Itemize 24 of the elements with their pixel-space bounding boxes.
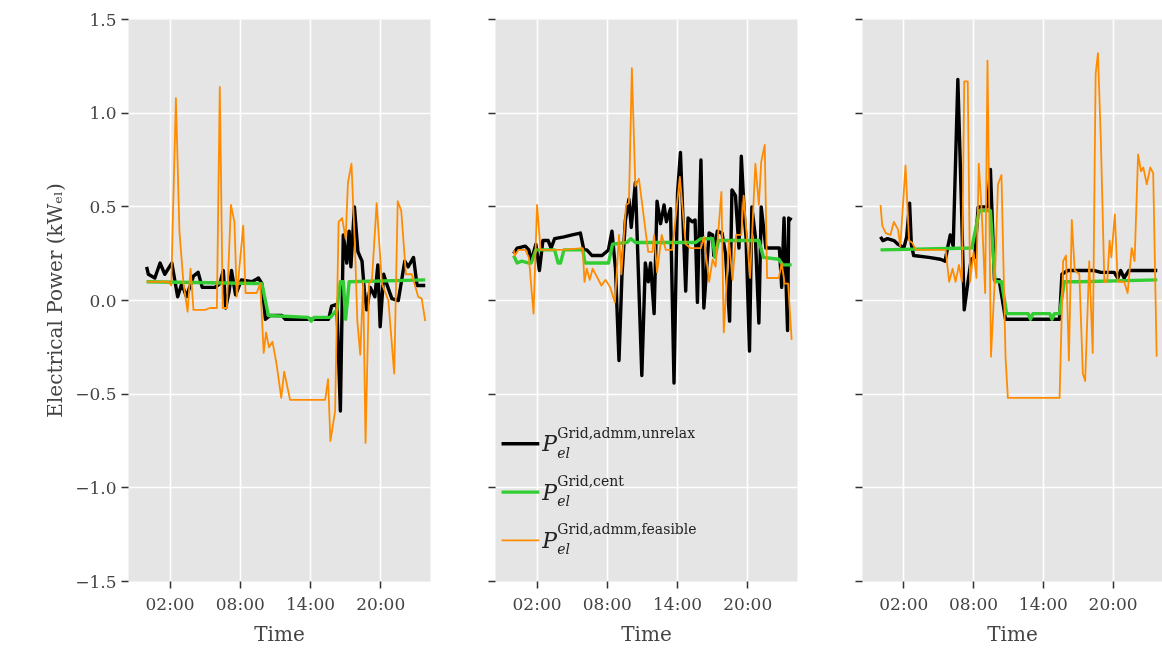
y-tick-label: 0.0	[89, 290, 117, 311]
x-tick-label: 08:00	[215, 593, 265, 614]
x-tick-label: 20:00	[356, 593, 406, 614]
y-tick-label: −1.0	[75, 477, 117, 498]
y-tick-label: −0.5	[75, 384, 117, 405]
y-tick-label: 1.0	[89, 103, 117, 124]
y-tick-label: 1.5	[89, 9, 117, 30]
y-axis-title: Electrical Power (kWₑₗ)	[43, 183, 68, 418]
x-tick-label: 02:00	[145, 593, 195, 614]
x-tick-label: 14:00	[1018, 593, 1068, 614]
y-tick-label: −1.5	[75, 571, 117, 592]
x-tick-label: 20:00	[723, 593, 773, 614]
y-tick-label: 0.5	[89, 196, 117, 217]
x-axis-title: Time	[987, 621, 1038, 646]
x-tick-label: 08:00	[582, 593, 632, 614]
x-tick-label: 14:00	[286, 593, 336, 614]
x-tick-label: 08:00	[949, 593, 999, 614]
x-tick-label: 14:00	[653, 593, 703, 614]
x-tick-label: 02:00	[879, 593, 929, 614]
x-axis-title: Time	[254, 621, 305, 646]
x-axis-title: Time	[621, 621, 672, 646]
x-tick-label: 20:00	[1088, 593, 1138, 614]
line-series	[145, 86, 427, 444]
x-tick-label: 02:00	[512, 593, 562, 614]
